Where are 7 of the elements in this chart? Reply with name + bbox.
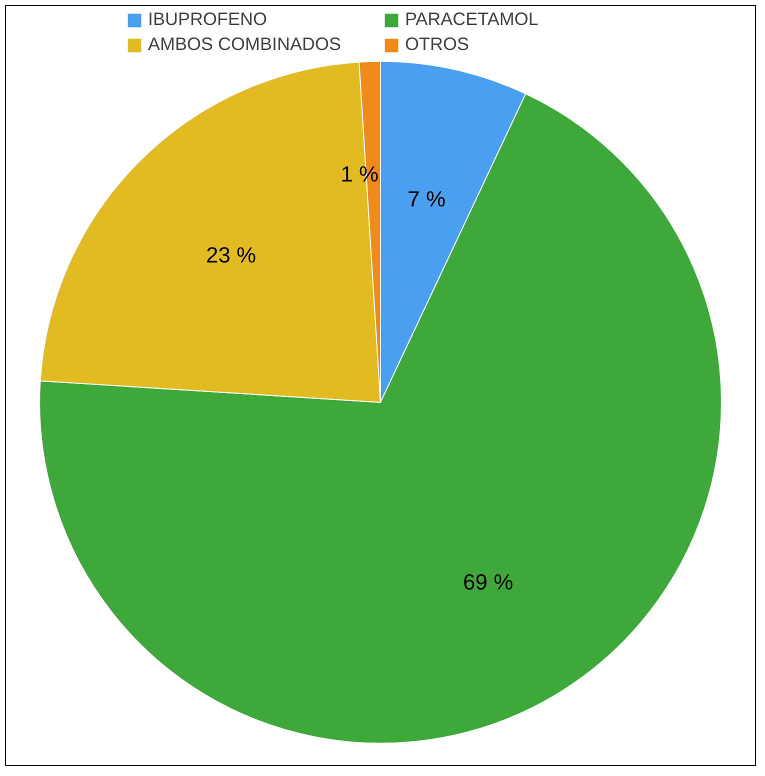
data-label: 69 % (463, 569, 514, 594)
data-label: 7 % (408, 186, 446, 212)
data-label: 23 % (206, 242, 256, 268)
legend-label: AMBOS COMBINADOS (148, 34, 342, 55)
legend-label: IBUPROFENO (148, 9, 268, 30)
legend-label: OTROS (405, 34, 470, 55)
legend-label: PARACETAMOL (405, 9, 540, 30)
